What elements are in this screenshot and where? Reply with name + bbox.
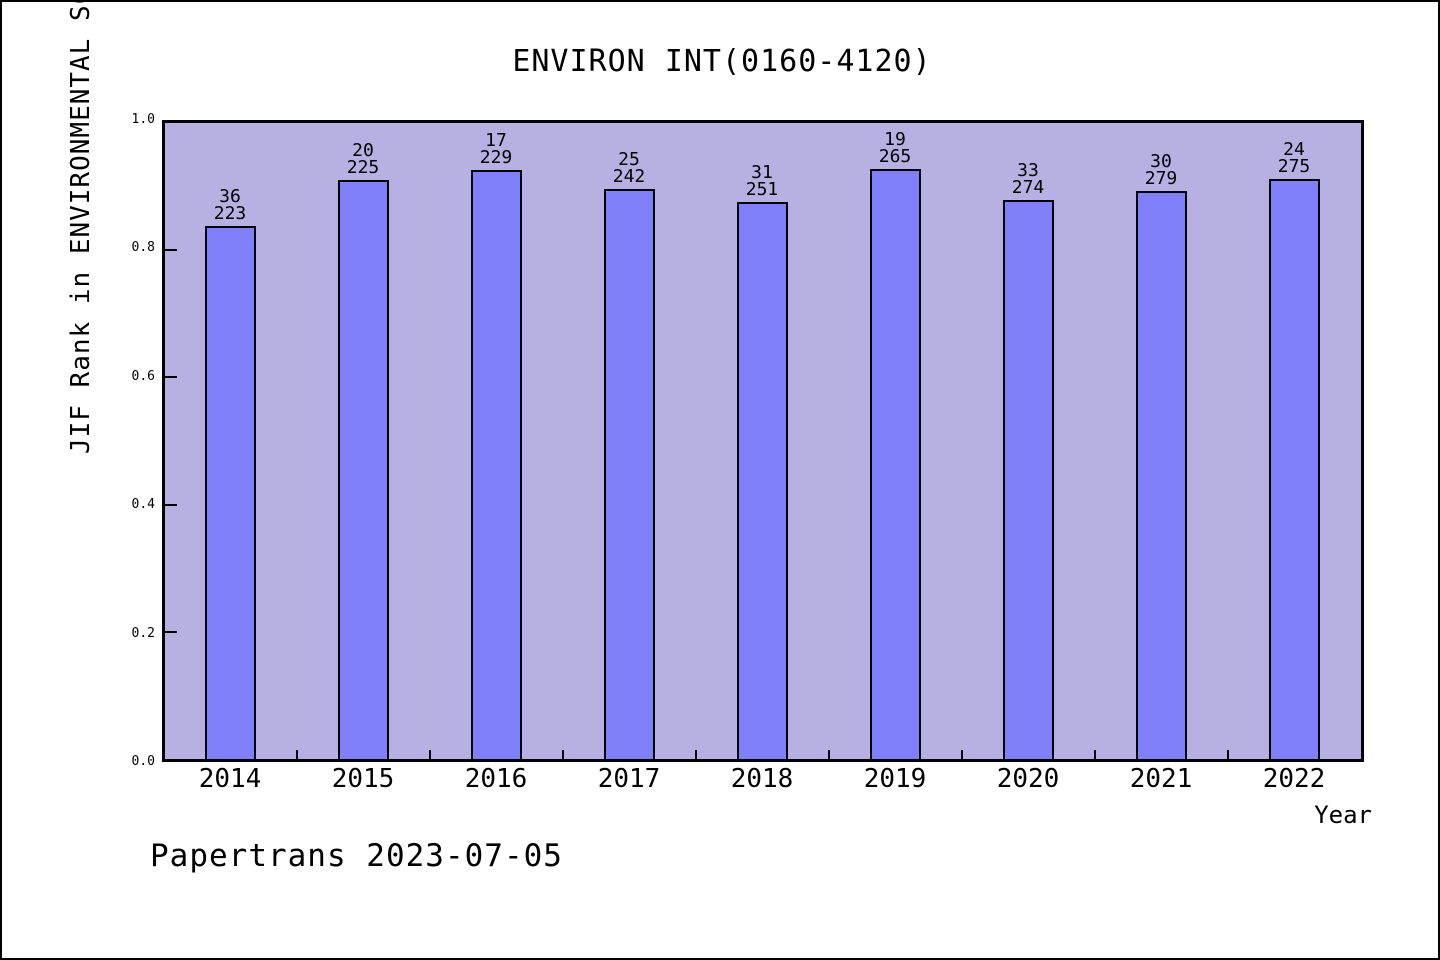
- bar-value-label-2015: 20 225: [346, 140, 380, 178]
- x-minor-tick: [1093, 750, 1096, 759]
- y-tick-label-0.8: 0.8: [131, 240, 155, 256]
- chart-title: ENVIRON INT(0160-4120): [512, 44, 932, 79]
- bar-value-label-2014: 36 223: [213, 186, 247, 224]
- y-tick-label-0.2: 0.2: [131, 625, 155, 641]
- x-tick-label-2017: 2017: [597, 764, 661, 794]
- bar-value-label-2018: 31 251: [745, 162, 779, 200]
- x-minor-tick: [960, 750, 963, 759]
- bar-2014: [204, 226, 256, 759]
- x-tick-label-2014: 2014: [198, 764, 262, 794]
- bar-2021: [1135, 191, 1187, 759]
- bar-value-label-2020: 33 274: [1011, 160, 1045, 198]
- y-tick-mark: [165, 376, 177, 378]
- x-tick-label-2019: 2019: [863, 764, 927, 794]
- y-tick-label-0.6: 0.6: [131, 368, 155, 384]
- bar-value-label-2016: 17 229: [479, 130, 513, 168]
- bar-value-label-2017: 25 242: [612, 149, 646, 187]
- y-tick-label-1.0: 1.0: [131, 112, 155, 127]
- bar-value-label-2021: 30 279: [1144, 151, 1178, 189]
- bar-2017: [603, 189, 655, 759]
- y-tick-mark: [165, 631, 177, 633]
- x-minor-tick: [1226, 750, 1229, 759]
- y-tick-label-0.0: 0.0: [131, 754, 155, 769]
- plot-area: 36 223 20 225 17 229 25 242 31 251 19 265 33 2…: [162, 120, 1364, 762]
- x-minor-tick: [561, 750, 564, 759]
- x-minor-tick: [827, 750, 830, 759]
- bar-2016: [470, 170, 522, 759]
- x-axis-title: Year: [1314, 801, 1372, 829]
- y-tick-mark: [165, 249, 177, 251]
- bar-2018: [736, 202, 788, 759]
- bar-2020: [1002, 200, 1054, 759]
- watermark-text: Papertrans 2023-07-05: [150, 838, 563, 874]
- y-tick-label-0.4: 0.4: [131, 497, 155, 513]
- x-tick-label-2020: 2020: [996, 764, 1060, 794]
- x-tick-label-2016: 2016: [464, 764, 528, 794]
- x-minor-tick: [694, 750, 697, 759]
- bar-2015: [337, 180, 389, 759]
- x-minor-tick: [295, 750, 298, 759]
- bar-2019: [869, 169, 921, 759]
- y-tick-mark: [165, 504, 177, 506]
- x-tick-label-2022: 2022: [1262, 764, 1326, 794]
- bar-value-label-2022: 24 275: [1277, 139, 1311, 177]
- bar-value-label-2019: 19 265: [878, 129, 912, 167]
- x-tick-label-2015: 2015: [331, 764, 395, 794]
- x-tick-label-2018: 2018: [730, 764, 794, 794]
- x-minor-tick: [428, 750, 431, 759]
- bar-2022: [1268, 179, 1320, 759]
- x-tick-label-2021: 2021: [1129, 764, 1193, 794]
